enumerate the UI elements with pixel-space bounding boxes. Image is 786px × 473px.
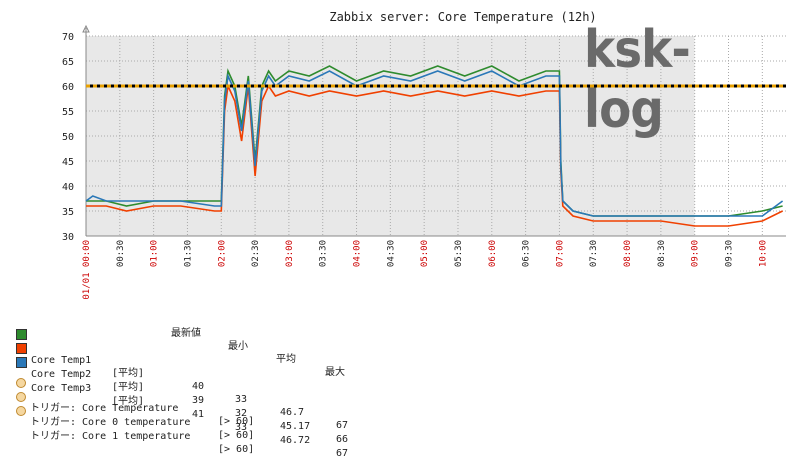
temp2-last: 39 — [192, 395, 205, 406]
temp3-min: 33 — [235, 422, 248, 433]
x-tick-label: 01:30 — [183, 240, 193, 267]
temp1-avg: 46.7 — [280, 407, 305, 418]
trigger-cond-0: [> 60] — [218, 416, 255, 427]
watermark-logo: ksk-log — [584, 20, 691, 140]
trigger-row-1: トリガー: Core 0 temperature [> 60] — [14, 390, 314, 441]
y-tick-label: 50 — [62, 132, 74, 143]
temp2-min: 32 — [235, 408, 248, 419]
y-tick-label: 60 — [62, 82, 74, 93]
temp1-min: 33 — [235, 394, 248, 405]
series-line-core-temp3 — [85, 70, 784, 217]
legend-header-last: 最新値 — [171, 328, 201, 339]
trigger-row-2: トリガー: Core 1 temperature [> 60] — [14, 404, 314, 455]
y-tick-label: 55 — [62, 107, 74, 118]
x-tick-label: 09:00 — [691, 240, 701, 267]
x-tick-label: 08:30 — [657, 240, 667, 267]
x-tick-label: 03:30 — [319, 240, 329, 267]
temperature-chart: 30 35 40 45 50 55 60 65 70 01/01 00:00 00:30 01:00 0… — [62, 24, 786, 300]
x-tick-label: 07:00 — [555, 240, 565, 267]
y-tick-label: 35 — [62, 207, 74, 218]
trigger-label-1: トリガー: Core 0 temperature — [30, 417, 191, 428]
x-tick-label: 01:00 — [150, 240, 160, 267]
series-line-core-temp2 — [86, 83, 783, 227]
trigger-dot-icon — [16, 392, 26, 402]
temp3-swatch — [16, 357, 27, 368]
legend-row-temp1: Core Temp1 [平均] 40 33 46.7 67 — [14, 328, 374, 431]
temp1-func: [平均] — [112, 368, 145, 379]
y-axis-arrow-icon — [82, 24, 90, 33]
trigger-cond-2: [> 60] — [218, 444, 255, 455]
x-tick-label: 01/01 00:00 — [82, 240, 92, 300]
y-tick-label: 65 — [62, 57, 74, 68]
legend-header-max: 最大 — [325, 367, 345, 378]
x-tick-label: 09:30 — [725, 240, 735, 267]
x-tick-label: 07:30 — [589, 240, 599, 267]
legend-header-avg: 平均 — [276, 354, 296, 365]
x-tick-label: 04:30 — [386, 240, 396, 267]
x-tick-label: 04:00 — [353, 240, 363, 267]
y-tick-label: 40 — [62, 182, 74, 193]
trigger-cond-1: [> 60] — [218, 430, 255, 441]
legend-header-min: 最小 — [228, 341, 248, 352]
temp3-avg: 46.72 — [280, 435, 311, 446]
trigger-dot-icon — [16, 378, 26, 388]
temp2-max: 66 — [336, 434, 349, 445]
chart-title: Zabbix server: Core Temperature (12h) — [329, 10, 597, 24]
x-tick-label: 05:00 — [420, 240, 430, 267]
temp3-func: [平均] — [112, 396, 145, 407]
x-tick-label: 00:30 — [116, 240, 126, 267]
x-tick-label: 02:30 — [251, 240, 261, 267]
temp3-last: 41 — [192, 409, 205, 420]
temp2-func: [平均] — [112, 382, 145, 393]
trigger-label-0: トリガー: Core Temperature — [30, 403, 179, 414]
x-tick-label: 03:00 — [285, 240, 295, 267]
legend-row-temp2: Core Temp2 [平均] 39 32 45.17 66 — [14, 342, 374, 445]
temp3-name: Core Temp3 — [31, 383, 92, 394]
trigger-dot-icon — [16, 406, 26, 416]
y-tick-label: 45 — [62, 157, 74, 168]
x-tick-label: 08:00 — [623, 240, 633, 267]
x-tick-label: 02:00 — [217, 240, 227, 267]
temp1-swatch — [16, 329, 27, 340]
temp2-swatch — [16, 343, 27, 354]
x-tick-label: 06:30 — [522, 240, 532, 267]
y-tick-label: 30 — [62, 232, 74, 243]
temp1-name: Core Temp1 — [31, 355, 92, 366]
y-tick-label: 70 — [62, 32, 74, 43]
temp2-name: Core Temp2 — [31, 369, 92, 380]
temp2-avg: 45.17 — [280, 421, 311, 432]
temp1-max: 67 — [336, 420, 349, 431]
legend-row-temp3: Core Temp3 [平均] 41 33 46.72 67 — [14, 356, 374, 459]
trigger-row-0: トリガー: Core Temperature [> 60] — [14, 376, 314, 427]
x-tick-label: 06:00 — [488, 240, 498, 267]
x-tick-label: 05:30 — [454, 240, 464, 267]
temp3-max: 67 — [336, 448, 349, 459]
x-tick-label: 10:00 — [758, 240, 768, 267]
temp1-last: 40 — [192, 381, 205, 392]
